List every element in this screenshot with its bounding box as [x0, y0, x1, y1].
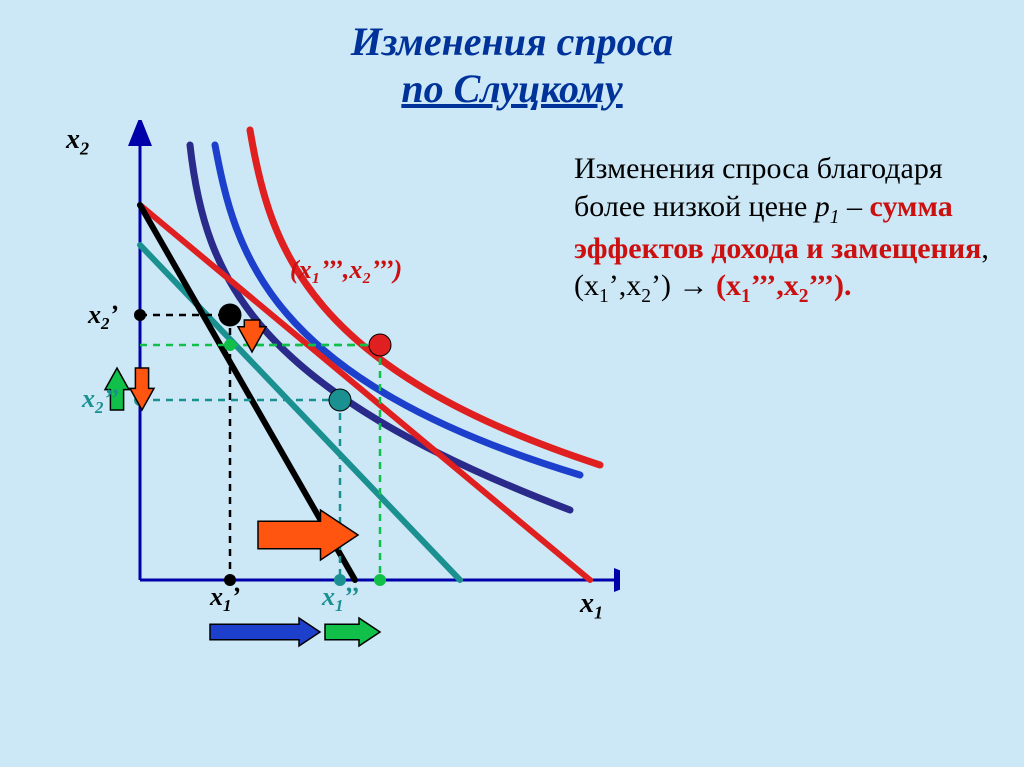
x-axis-label: x1 [580, 588, 603, 624]
y-axis-label: x2 [66, 124, 89, 160]
side-text: Изменения спроса благодаря более низкой … [574, 150, 994, 310]
side-p: p [815, 190, 830, 223]
title-line1: Изменения спроса [351, 19, 674, 64]
label-x2p: x2’ [88, 300, 118, 334]
side-to: (x1’’’,x2’’’). [716, 269, 852, 302]
label-x1pp: x1’’ [322, 582, 359, 616]
chart-area: x2 x1 x2’ x2’’ x1’ x1’’ (x₁’’’,x₂’’’) [60, 120, 620, 680]
side-comma: , [981, 232, 989, 265]
arrow-glyph: → [678, 269, 716, 302]
label-x2pp: x2’’ [82, 384, 119, 418]
side-dash: – [840, 190, 870, 223]
label-new-point: (x₁’’’,x₂’’’) [290, 255, 402, 285]
title-line2: по Слуцкому [401, 66, 622, 111]
side-psub: 1 [830, 207, 840, 228]
title-block: Изменения спроса по Слуцкому [0, 18, 1024, 112]
label-x1p: x1’ [210, 582, 240, 616]
